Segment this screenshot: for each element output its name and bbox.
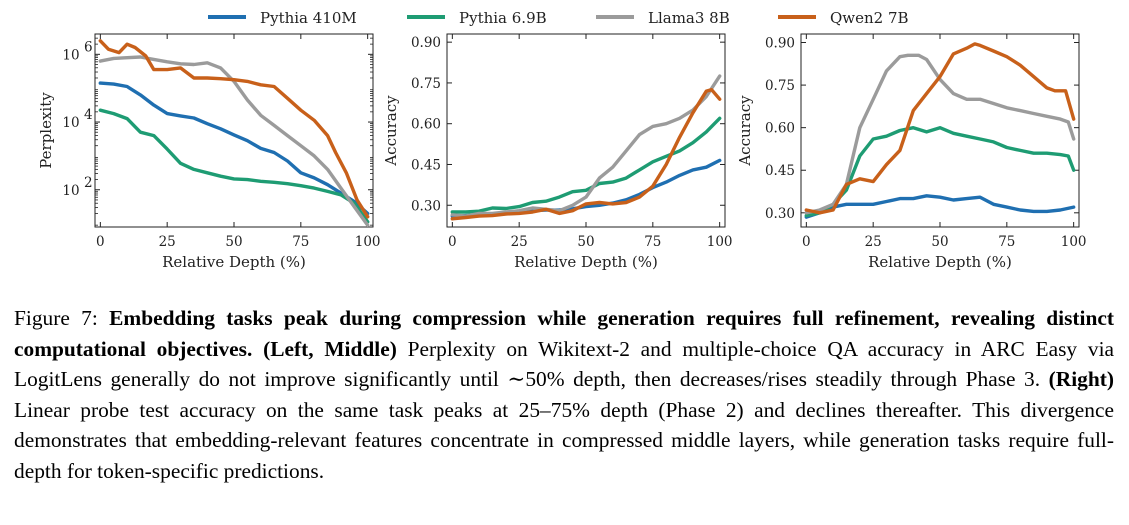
- series-group: [804, 42, 1076, 219]
- figure-caption: Figure 7: Embedding tasks peak during co…: [14, 303, 1114, 486]
- series-group: [98, 39, 370, 227]
- series-line-pythia-6.9b: [804, 125, 1076, 218]
- panel-right-accuracy: 0 25 50 75 100 0.30 0.45 0.60 0.75 0.90 Relative D…: [736, 33, 1087, 271]
- y-axis-title: Perplexity: [37, 92, 55, 169]
- legend-label-3: Qwen2 7B: [830, 9, 909, 27]
- y-tick-label: 0.75: [765, 78, 795, 94]
- x-tick-label: 0: [96, 234, 105, 250]
- x-tick-label: 0: [802, 234, 811, 250]
- series-line-pythia-410m: [804, 194, 1076, 219]
- y-tick-label: 0.45: [765, 163, 795, 179]
- x-tick-label: 100: [1061, 234, 1087, 250]
- x-tick-label: 75: [644, 234, 661, 250]
- y-tick-label: 0.30: [765, 206, 795, 222]
- legend-label-2: Llama3 8B: [648, 9, 730, 27]
- series-line-llama3-8b: [804, 53, 1076, 215]
- y-tick-label: 10: [62, 115, 79, 131]
- x-tick-label: 75: [998, 234, 1015, 250]
- y-tick-label: 10: [62, 183, 79, 199]
- caption-bold-lead: Embedding tasks peak during compression …: [14, 306, 1114, 361]
- y-tick-label: 0.45: [411, 157, 441, 173]
- x-tick-label: 100: [355, 234, 381, 250]
- y-tick-exponent: 6: [84, 39, 93, 55]
- panel-left-perplexity: 0 25 50 75 100 10 2 10 4 10 6 Relative Depth (%) Per…: [37, 33, 381, 271]
- x-axis-title: Relative Depth (%): [162, 253, 306, 271]
- series-line-pythia-410m: [98, 81, 370, 216]
- series-line-qwen2-7b: [450, 87, 722, 221]
- caption-left-middle-text: Perplexity on Wikitext-2 and multiple-ch…: [14, 336, 1115, 392]
- series-line-pythia-6.9b: [450, 116, 722, 214]
- y-tick-label: 0.90: [765, 36, 795, 52]
- y-tick-label: 10: [62, 47, 79, 63]
- y-tick-label: 0.30: [411, 198, 441, 214]
- y-tick-label: 0.90: [411, 35, 441, 51]
- y-axis-title: Accuracy: [736, 95, 754, 167]
- x-tick-label: 100: [707, 234, 733, 250]
- legend: Pythia 410M Pythia 6.9B Llama3 8B Qwen2 7B: [208, 9, 909, 27]
- caption-left-middle-label: (Left, Middle): [263, 336, 397, 361]
- y-tick-exponent: 2: [84, 175, 93, 191]
- x-tick-label: 25: [865, 234, 882, 250]
- series-line-qwen2-7b: [98, 39, 370, 219]
- y-tick-label: 0.60: [765, 121, 795, 137]
- legend-label-0: Pythia 410M: [260, 9, 357, 27]
- y-tick-label: 0.60: [411, 117, 441, 133]
- x-tick-label: 75: [292, 234, 309, 250]
- x-axis-title: Relative Depth (%): [868, 253, 1012, 271]
- x-tick-label: 25: [159, 234, 176, 250]
- x-tick-label: 0: [448, 234, 457, 250]
- x-tick-label: 25: [511, 234, 528, 250]
- series-line-llama3-8b: [98, 55, 370, 227]
- figure-charts: Pythia 410M Pythia 6.9B Llama3 8B Qwen2 7B …: [37, 9, 1087, 271]
- caption-right-text: Linear probe test accuracy on the same t…: [14, 397, 1114, 483]
- series-group: [450, 74, 722, 221]
- caption-right-label: (Right): [1048, 367, 1114, 391]
- y-axis-title: Accuracy: [382, 95, 400, 167]
- series-line-llama3-8b: [450, 74, 722, 218]
- legend-label-1: Pythia 6.9B: [459, 9, 547, 27]
- x-tick-label: 50: [577, 234, 594, 250]
- series-line-qwen2-7b: [804, 42, 1076, 215]
- caption-label: Figure 7:: [14, 306, 98, 330]
- x-tick-label: 50: [225, 234, 242, 250]
- y-tick-exponent: 4: [84, 107, 93, 123]
- x-tick-label: 50: [931, 234, 948, 250]
- series-line-pythia-6.9b: [98, 108, 370, 224]
- x-axis-title: Relative Depth (%): [514, 253, 658, 271]
- panel-middle-accuracy: 0 25 50 75 100 0.30 0.45 0.60 0.75 0.90 Relative D…: [382, 33, 733, 271]
- y-tick-label: 0.75: [411, 76, 441, 92]
